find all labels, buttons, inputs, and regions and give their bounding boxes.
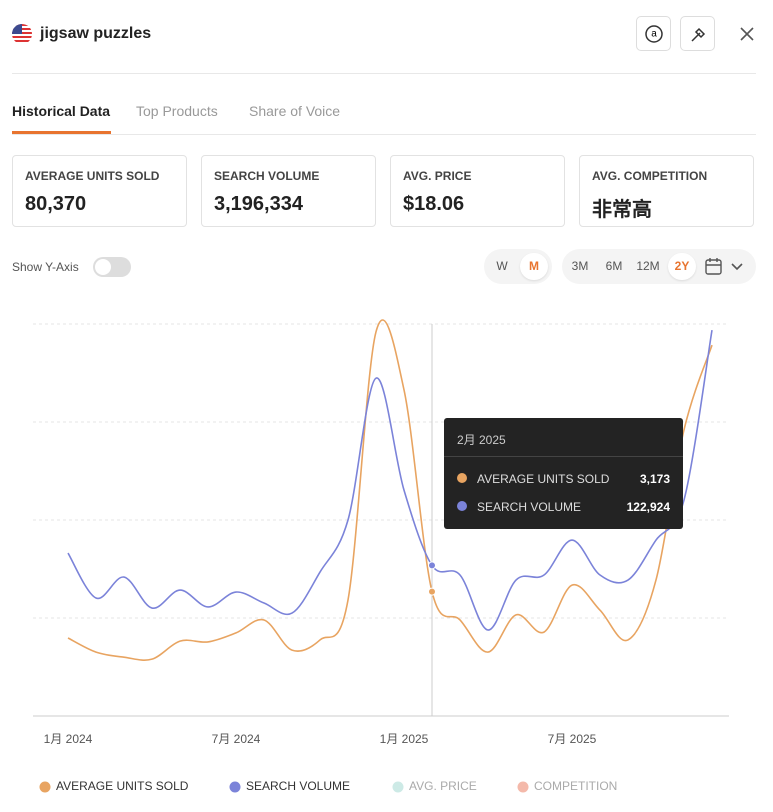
legend-label: AVG. PRICE: [409, 779, 477, 793]
legend-label: COMPETITION: [534, 779, 617, 793]
stat-label: AVG. PRICE: [403, 169, 472, 183]
series-line: [67, 329, 713, 631]
close-button[interactable]: [738, 25, 756, 43]
range-button[interactable]: 12M: [636, 259, 660, 273]
tab-underline: [12, 131, 111, 134]
range-group: 3M 6M 12M 2Y: [562, 249, 756, 284]
legend-marker: [392, 781, 404, 793]
tooltip: 2月 2025 AVERAGE UNITS SOLD 3,173 SEARCH …: [444, 418, 683, 529]
tooltip-value: 122,924: [626, 500, 670, 514]
range-button[interactable]: 6M: [605, 259, 623, 273]
divider: [12, 73, 756, 74]
stat-value: 80,370: [25, 193, 87, 215]
stat-card: SEARCH VOLUME 3,196,334: [201, 155, 376, 227]
tooltip-series: AVERAGE UNITS SOLD: [477, 472, 610, 486]
calendar-button[interactable]: [704, 257, 750, 277]
us-flag: [12, 24, 32, 44]
amazon-button[interactable]: a: [636, 16, 671, 51]
stat-card: AVERAGE UNITS SOLD 80,370: [12, 155, 187, 227]
legend-marker: [229, 781, 241, 793]
tab[interactable]: Share of Voice: [249, 103, 341, 119]
stat-value: 3,196,334: [214, 193, 303, 215]
stat-card: AVG. PRICE $18.06: [390, 155, 565, 227]
series-line: [67, 319, 713, 661]
tab[interactable]: Historical Data: [12, 103, 111, 119]
legend-marker: [39, 781, 51, 793]
divider: [12, 134, 756, 135]
stat-value: $18.06: [403, 193, 465, 215]
hover-point: [428, 561, 436, 570]
stat-value: 非常高: [592, 199, 652, 221]
toggle-label: Show Y-Axis: [12, 260, 79, 274]
tooltip-series: SEARCH VOLUME: [477, 500, 582, 514]
x-tick-label: 7月 2025: [548, 732, 597, 746]
tooltip-value: 3,173: [639, 472, 670, 486]
legend-marker: [517, 781, 529, 793]
granularity-button[interactable]: W: [496, 259, 508, 273]
stat-card: AVG. COMPETITION 非常高: [579, 155, 754, 227]
granularity-group: W M: [484, 249, 552, 284]
x-tick-label: 1月 2024: [44, 732, 93, 746]
range-button[interactable]: 3M: [571, 259, 589, 273]
range-button[interactable]: 2Y: [668, 253, 696, 280]
legend-label: SEARCH VOLUME: [246, 779, 350, 793]
tool-button[interactable]: [680, 16, 715, 51]
stat-label: AVERAGE UNITS SOLD: [25, 169, 160, 183]
toggle[interactable]: [93, 257, 131, 277]
x-tick-label: 7月 2024: [212, 732, 261, 746]
tooltip-title: 2月 2025: [457, 433, 506, 447]
stat-label: SEARCH VOLUME: [214, 169, 320, 183]
stat-label: AVG. COMPETITION: [592, 169, 708, 183]
legend-label: AVERAGE UNITS SOLD: [56, 779, 189, 793]
svg-text:a: a: [651, 29, 657, 40]
title: jigsaw puzzles: [40, 25, 152, 42]
granularity-button[interactable]: M: [520, 253, 548, 280]
hover-point: [428, 587, 436, 596]
tab[interactable]: Top Products: [136, 103, 218, 119]
x-tick-label: 1月 2025: [380, 732, 429, 746]
